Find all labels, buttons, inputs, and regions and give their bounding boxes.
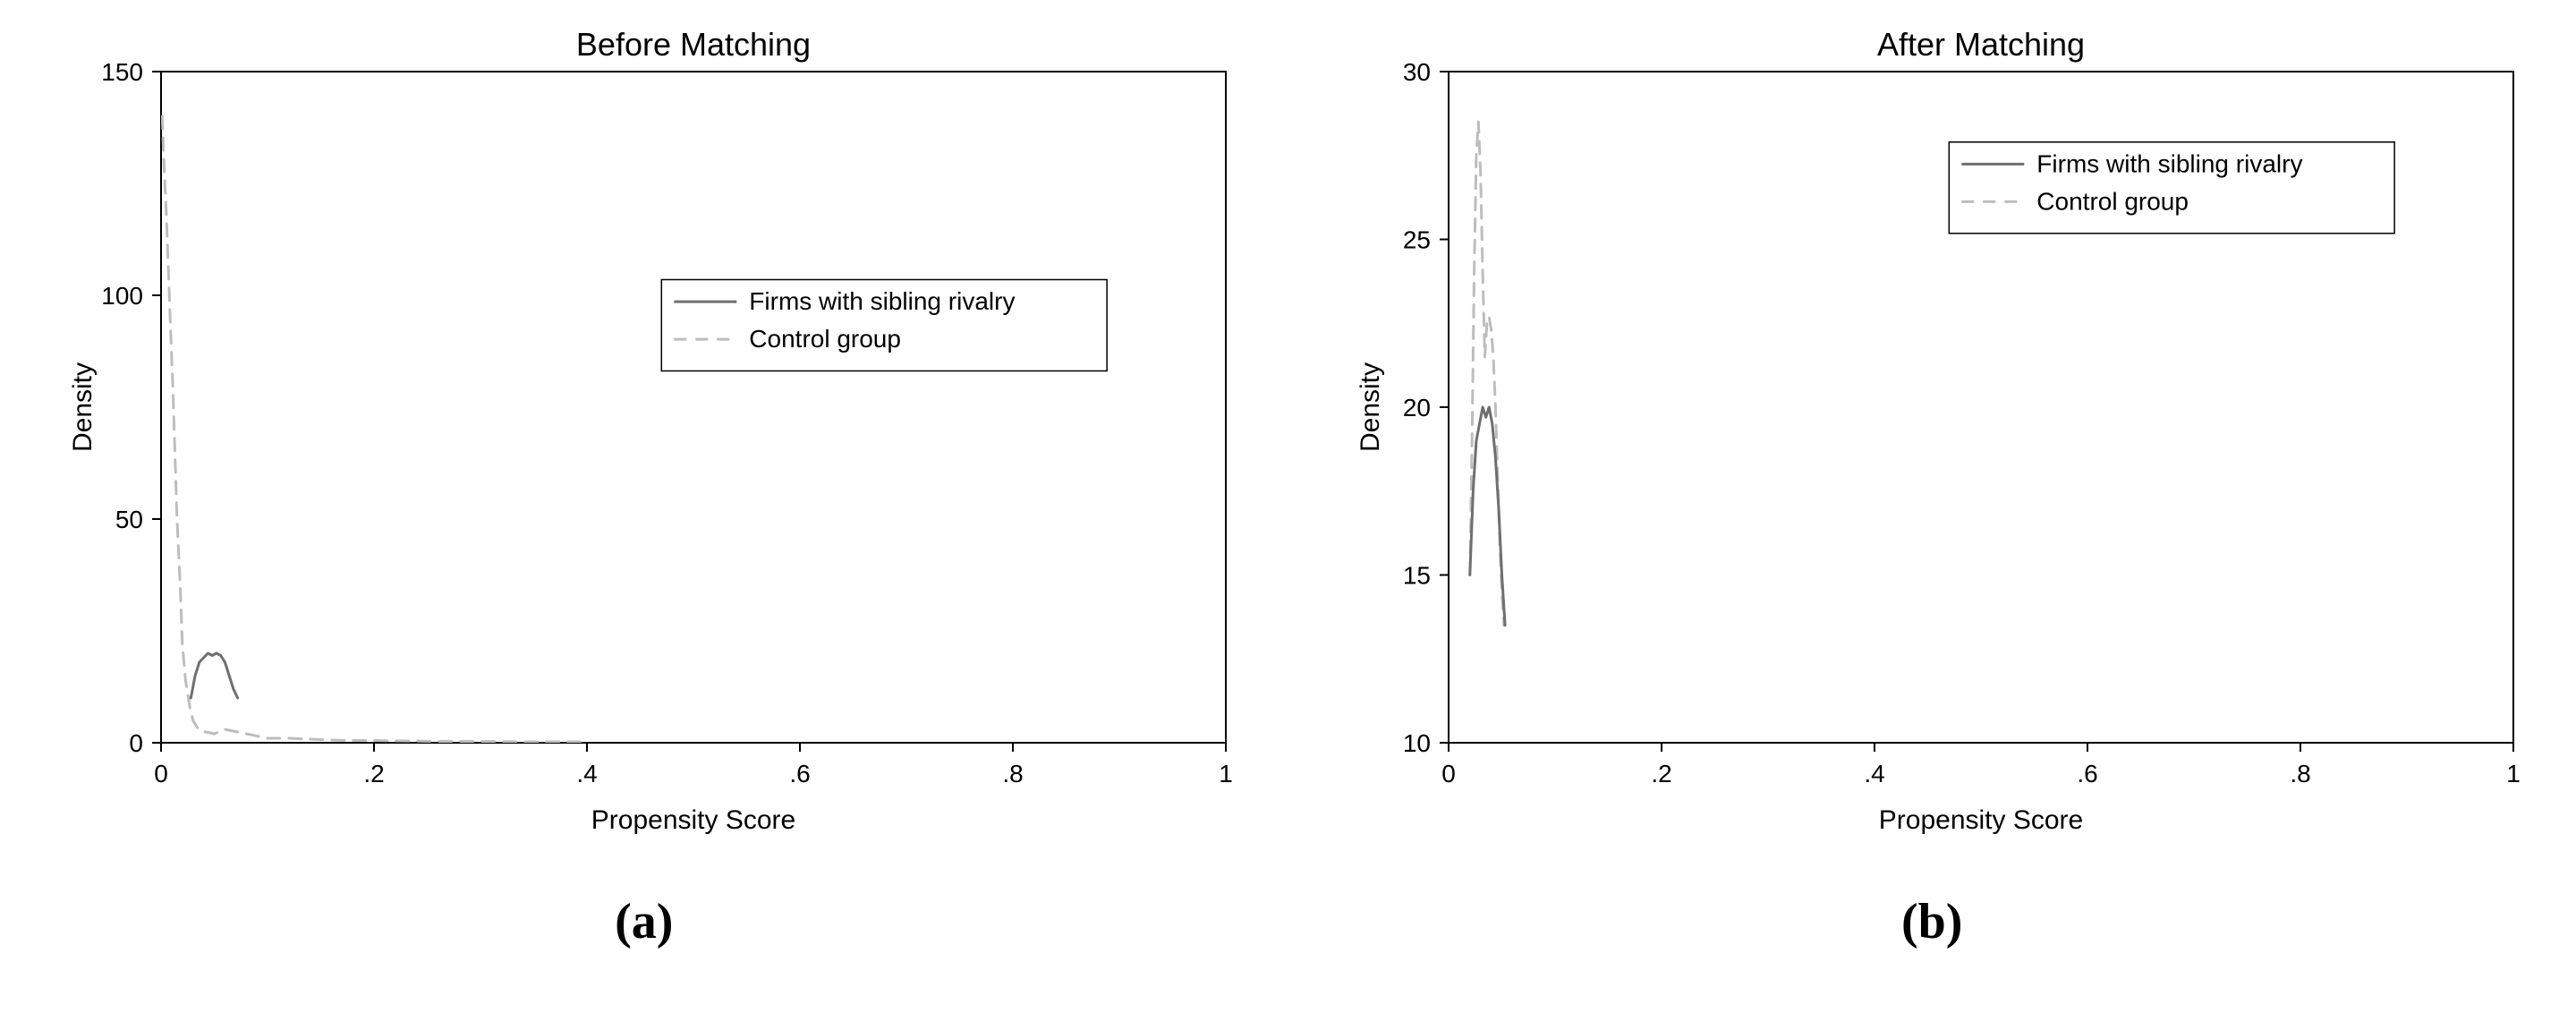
series-line-treated xyxy=(191,653,237,698)
y-tick-label: 100 xyxy=(101,282,143,310)
x-tick-label: 1 xyxy=(2506,760,2521,787)
panel-after: After Matching 0 .2 .4 .6 .8 1 10 15 20 25 30 Propen… xyxy=(1315,18,2550,950)
y-tick-label: 50 xyxy=(115,506,143,533)
x-tick-label: .4 xyxy=(576,760,597,787)
x-tick-label: .2 xyxy=(363,760,384,787)
chart-title: Before Matching xyxy=(576,26,811,63)
x-tick-label: 1 xyxy=(1219,760,1233,787)
x-tick-label: .2 xyxy=(1652,760,1672,787)
legend-label: Control group xyxy=(749,325,901,353)
y-axis-label: Density xyxy=(68,362,98,452)
series-line-control xyxy=(1470,122,1504,626)
x-tick-label: .6 xyxy=(2078,760,2098,787)
x-tick-label: 0 xyxy=(154,760,168,787)
y-tick-label: 15 xyxy=(1403,561,1431,589)
x-axis-label: Propensity Score xyxy=(1879,805,2083,835)
chart-svg-after: After Matching 0 .2 .4 .6 .8 1 10 15 20 25 30 Propen… xyxy=(1323,18,2540,877)
x-tick-label: .4 xyxy=(1865,760,1885,787)
x-tick-label: .8 xyxy=(1002,760,1023,787)
y-tick-label: 10 xyxy=(1403,729,1431,757)
panel-before: Before Matching 0 .2 .4 .6 .8 1 0 50 100 150 Propen… xyxy=(27,18,1262,950)
series-line-control xyxy=(162,116,587,742)
chart-title: After Matching xyxy=(1877,26,2085,63)
panel-label-a: (a) xyxy=(615,893,673,950)
y-tick-label: 30 xyxy=(1403,58,1431,86)
panel-label-b: (b) xyxy=(1901,893,1962,950)
chart-wrap-before: Before Matching 0 .2 .4 .6 .8 1 0 50 100 150 Propen… xyxy=(36,18,1253,877)
chart-wrap-after: After Matching 0 .2 .4 .6 .8 1 10 15 20 25 30 Propen… xyxy=(1323,18,2540,877)
series-line-treated xyxy=(1470,407,1505,626)
x-tick-label: .6 xyxy=(789,760,810,787)
chart-svg-before: Before Matching 0 .2 .4 .6 .8 1 0 50 100 150 Propen… xyxy=(36,18,1253,877)
y-tick-label: 150 xyxy=(101,58,143,86)
y-tick-label: 25 xyxy=(1403,226,1431,253)
legend-label: Firms with sibling rivalry xyxy=(2037,149,2303,177)
figure-container: Before Matching0.2.4.6.81050100150Propen… xyxy=(0,0,2576,1013)
plot-border xyxy=(161,72,1226,743)
x-tick-label: 0 xyxy=(1441,760,1456,787)
y-tick-label: 20 xyxy=(1403,394,1431,421)
legend-label: Firms with sibling rivalry xyxy=(749,287,1015,315)
y-tick-label: 0 xyxy=(129,729,143,757)
x-axis-label: Propensity Score xyxy=(591,805,795,835)
y-axis-label: Density xyxy=(1356,362,1385,452)
legend-label: Control group xyxy=(2037,187,2189,215)
x-tick-label: .8 xyxy=(2291,760,2311,787)
